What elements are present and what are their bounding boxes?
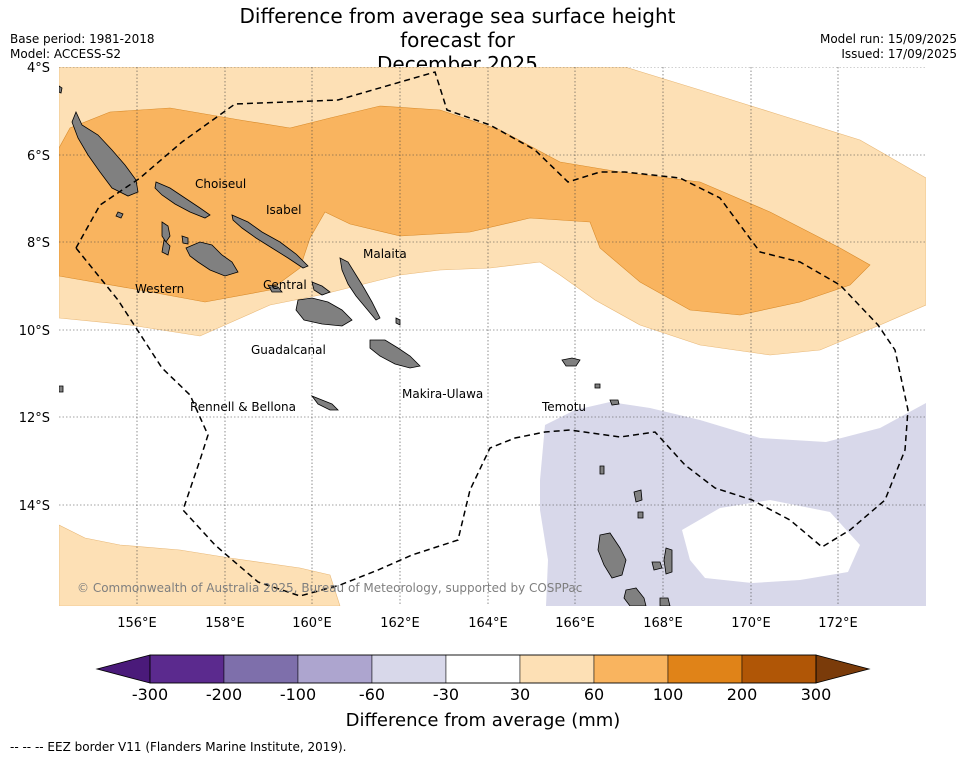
longitude-labels: 156°E 158°E 160°E 162°E 164°E 166°E 168°…: [117, 616, 858, 631]
colorbar-cells: [149, 654, 817, 684]
island-central-1: [267, 284, 283, 293]
meta-right: Model run: 15/09/2025 Issued: 17/09/2025: [820, 32, 957, 62]
lon-label: 172°E: [818, 616, 858, 631]
colorbar-cell: [297, 654, 373, 684]
colorbar-tick-label: -200: [206, 685, 242, 704]
label-makira-ulawa: Makira-Ulawa: [402, 387, 483, 401]
colorbar-tick-label: 60: [584, 685, 604, 704]
island-choiseul: [154, 181, 211, 219]
colorbar-ticks: -300 -200 -100 -60 -30 30 60 100 200 300: [132, 685, 831, 704]
map-figure: Choiseul Isabel Malaita Western Central …: [19, 61, 926, 731]
lat-label: 8°S: [27, 236, 50, 251]
island-small-temotu-1: [594, 383, 601, 389]
lon-label: 168°E: [643, 616, 683, 631]
island-vanuatu-north-1: [633, 489, 643, 503]
map-title: Difference from average sea surface heig…: [200, 4, 715, 76]
colorbar-frame: [149, 654, 817, 684]
model-run: Model run: 15/09/2025: [819, 32, 957, 46]
island-far-west: [59, 385, 64, 393]
island-vella: [161, 221, 171, 243]
colorbar-tick-label: -100: [280, 685, 316, 704]
label-guadalcanal: Guadalcanal: [251, 343, 326, 357]
colorbar-extend-high: [815, 654, 871, 684]
lon-label: 156°E: [117, 616, 157, 631]
colorbar: -300 -200 -100 -60 -30 30 60 100 200 300 Differen…: [95, 654, 871, 731]
base-period: Base period: 1981-2018: [10, 32, 155, 46]
island-vanuatu-malekula: [623, 587, 647, 606]
colorbar-tick-label: 300: [801, 685, 832, 704]
island-vanuatu-east-1: [663, 547, 673, 575]
island-santa-cruz: [561, 357, 581, 367]
island-torres: [599, 465, 605, 475]
label-central: Central: [263, 278, 307, 292]
colorbar-cell: [593, 654, 669, 684]
lat-label: 4°S: [27, 61, 50, 76]
label-malaita: Malaita: [363, 247, 407, 261]
island-nw-tip: [59, 85, 63, 94]
contour-60-100: [59, 105, 871, 316]
lon-label: 164°E: [468, 616, 508, 631]
island-bougainville: [71, 110, 139, 197]
island-vanuatu-east-2: [651, 561, 663, 571]
colorbar-cell: [741, 654, 817, 684]
island-guadalcanal: [295, 297, 353, 327]
colorbar-cell: [519, 654, 595, 684]
island-central-2: [311, 281, 331, 296]
colorbar-cell: [149, 654, 225, 684]
colorbar-tick-label: 100: [653, 685, 684, 704]
island-rennell: [310, 395, 339, 411]
contour-30-60-south: [59, 524, 341, 606]
island-vanuatu-espiritu: [597, 532, 627, 579]
island-malaita: [339, 257, 381, 321]
lat-label: 14°S: [19, 499, 50, 514]
colorbar-cell: [223, 654, 299, 684]
colorbar-tick-label: -60: [359, 685, 385, 704]
meta-left: Base period: 1981-2018 Model: ACCESS-S2: [10, 32, 155, 62]
island-ranongga: [161, 239, 171, 256]
map-plot-area: Choiseul Isabel Malaita Western Central …: [59, 67, 926, 606]
copyright-notice: © Commonwealth of Australia 2025, Bureau…: [77, 581, 582, 595]
lat-label: 12°S: [19, 411, 50, 426]
colorbar-tick-label: 30: [510, 685, 530, 704]
lon-label: 160°E: [292, 616, 332, 631]
colorbar-tick-label: -300: [132, 685, 168, 704]
lon-label: 170°E: [731, 616, 771, 631]
label-choiseul: Choiseul: [195, 177, 246, 191]
colorbar-extend-low: [95, 654, 151, 684]
label-rennell-bellona: Rennell & Bellona: [190, 400, 296, 414]
land-masses: [59, 85, 673, 606]
island-small-west-2: [115, 211, 124, 219]
island-small-west-1: [181, 235, 189, 245]
colorbar-cell: [667, 654, 743, 684]
island-new-georgia: [185, 241, 239, 277]
island-makira: [369, 339, 421, 369]
island-vanikoro: [609, 399, 620, 406]
lon-label: 162°E: [380, 616, 420, 631]
issued-date: Issued: 17/09/2025: [841, 47, 957, 61]
colorbar-label: Difference from average (mm): [346, 710, 621, 731]
latitude-labels: 4°S 6°S 8°S 10°S 12°S 14°S: [19, 61, 50, 514]
contour-hole: [682, 500, 860, 583]
colorbar-tick-label: -30: [433, 685, 459, 704]
label-temotu: Temotu: [541, 400, 586, 414]
lat-label: 10°S: [19, 324, 50, 339]
colorbar-tick-label: 200: [727, 685, 758, 704]
lon-label: 166°E: [555, 616, 595, 631]
model-name: Model: ACCESS-S2: [10, 47, 122, 61]
label-isabel: Isabel: [266, 203, 301, 217]
island-ulawa: [395, 317, 401, 326]
province-labels: Choiseul Isabel Malaita Western Central …: [135, 177, 586, 414]
island-vanuatu-north-2: [637, 511, 644, 519]
lon-label: 158°E: [205, 616, 245, 631]
colorbar-cell: [445, 654, 521, 684]
island-isabel: [231, 214, 309, 269]
eez-border: [75, 71, 909, 597]
lat-label: 6°S: [27, 149, 50, 164]
island-vanuatu-east-3: [659, 597, 671, 606]
colorbar-cell: [371, 654, 447, 684]
graticule: [59, 67, 926, 606]
label-western: Western: [135, 282, 184, 296]
title-line-1: Difference from average sea surface heig…: [239, 4, 676, 52]
eez-legend-note: -- -- -- EEZ border V11 (Flanders Marine…: [10, 740, 347, 754]
